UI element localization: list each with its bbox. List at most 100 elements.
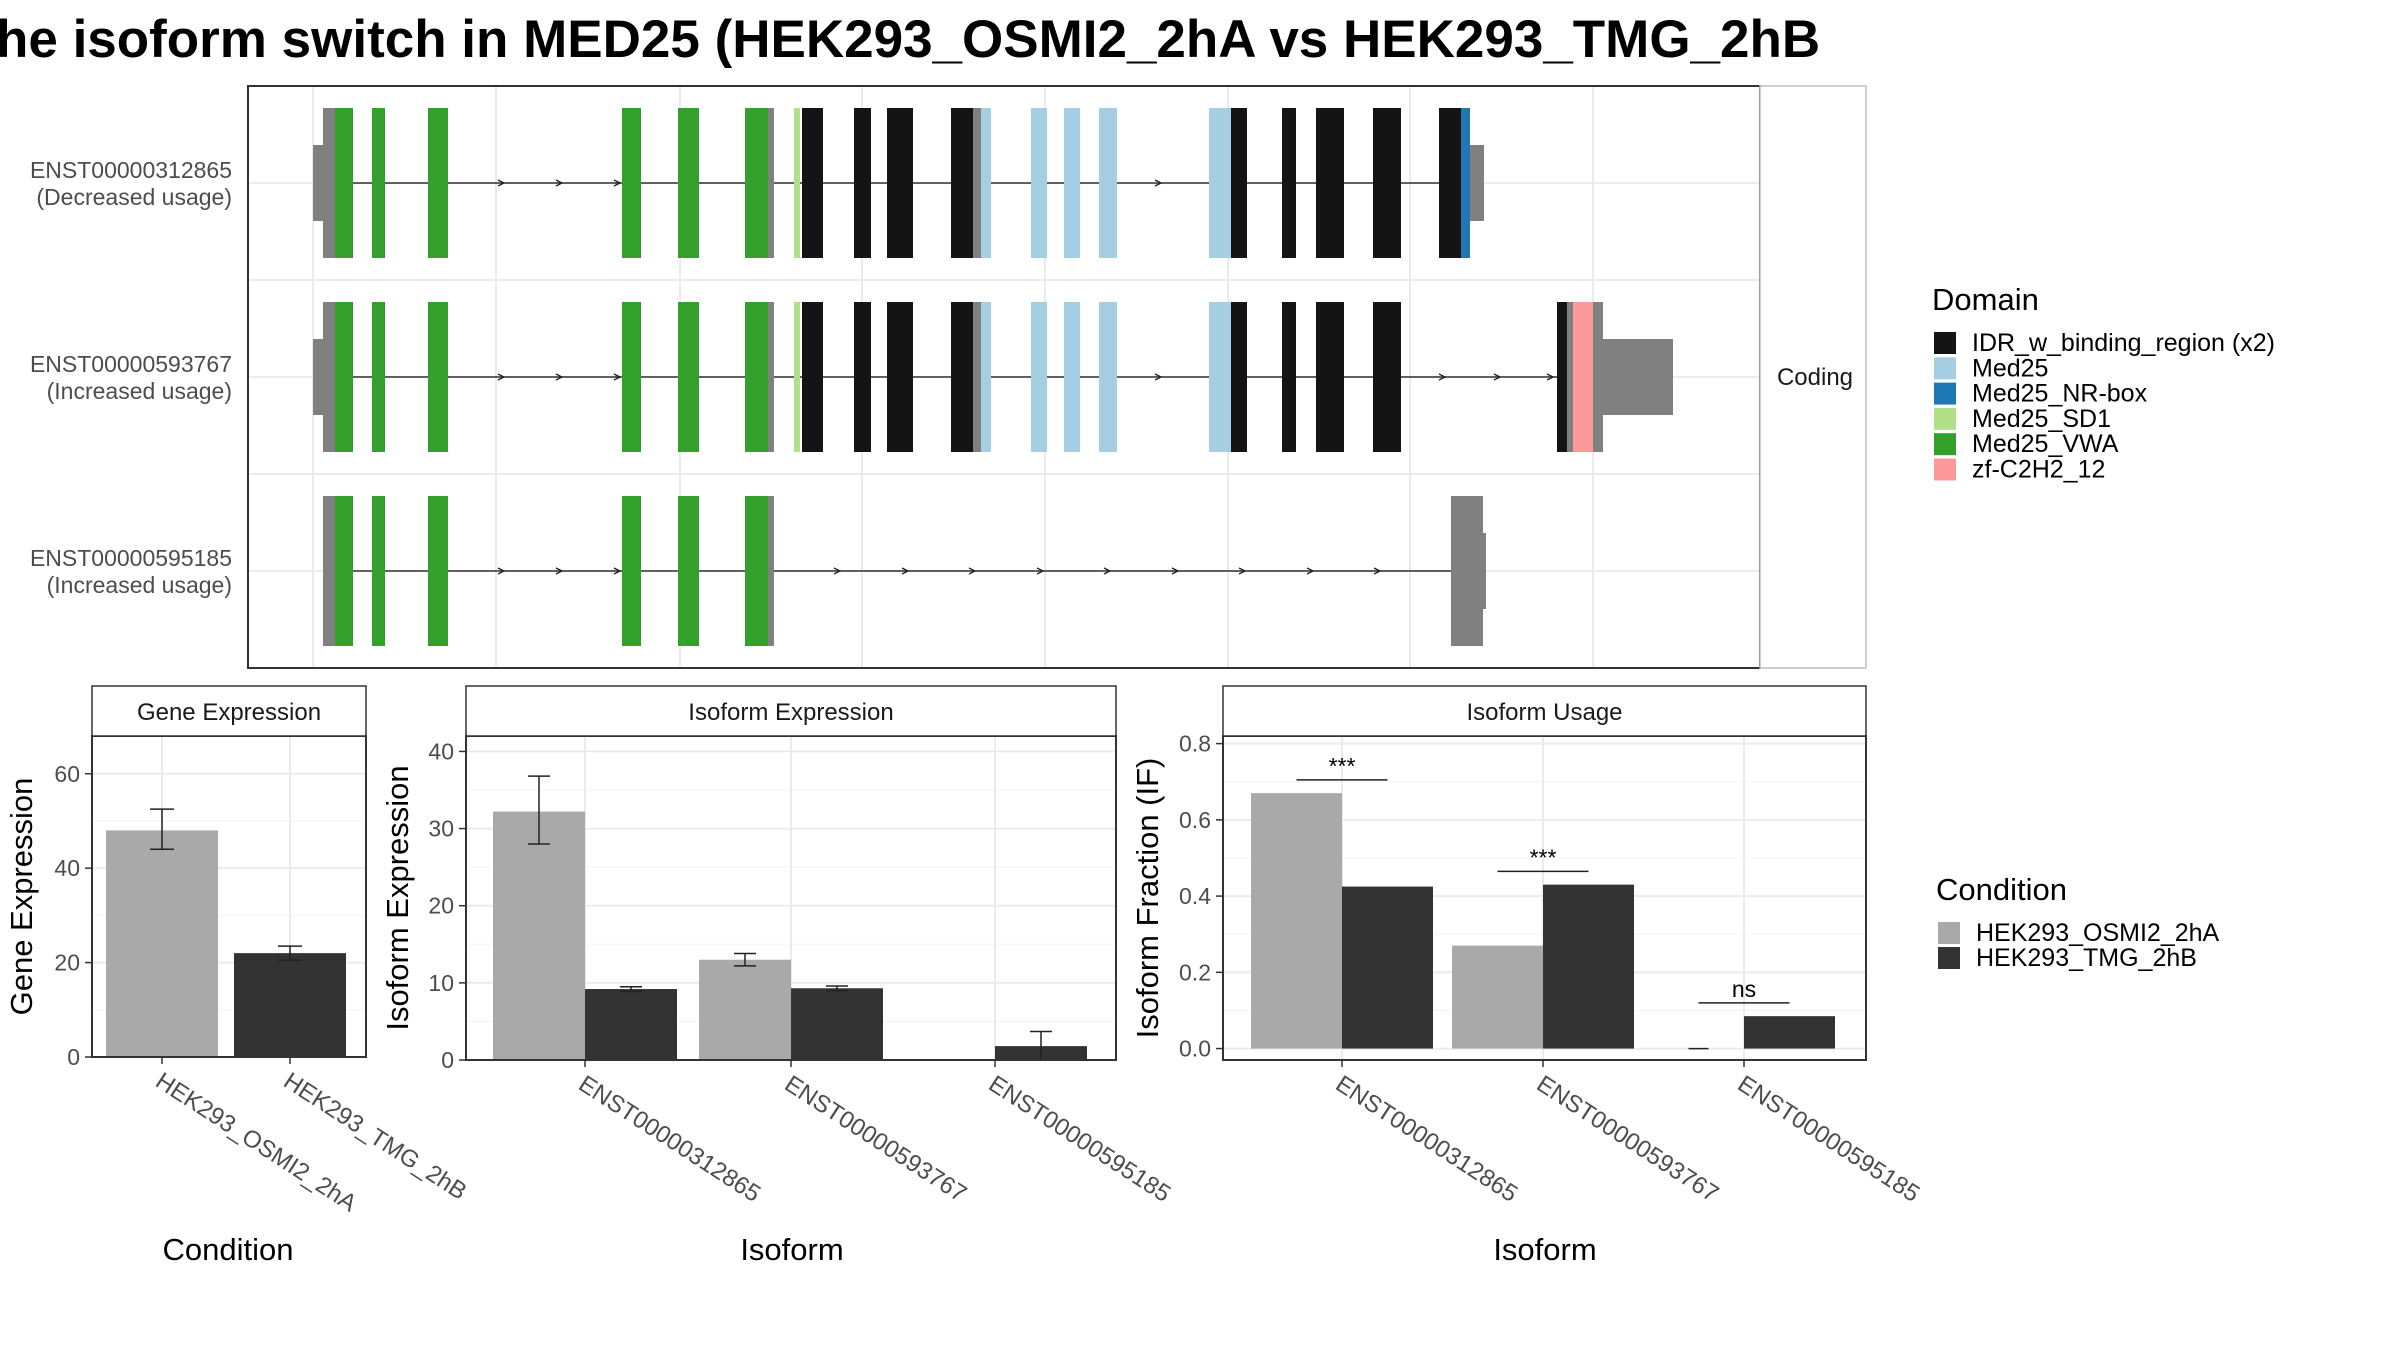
y-tick-label: 40 <box>54 855 80 881</box>
y-tick-label: 0.0 <box>1179 1036 1211 1062</box>
intron-arrow <box>497 567 506 575</box>
x-tick-label: ENST00000593767 <box>780 1070 972 1207</box>
exon-block <box>1209 108 1231 258</box>
isoform-usage-label: (Increased usage) <box>47 572 232 598</box>
isoform-usage-label: (Increased usage) <box>47 378 232 404</box>
strip <box>91 685 367 737</box>
legend-label: Med25_NR-box <box>1972 380 2148 408</box>
exon-block <box>335 302 353 452</box>
exon-block <box>768 302 774 452</box>
structure-strip <box>1759 85 1867 669</box>
exon-block <box>1451 496 1483 646</box>
y-axis-title: Isoform Expression <box>380 765 415 1030</box>
intron-arrow <box>497 373 506 381</box>
bar <box>493 811 585 1060</box>
y-tick-label: 60 <box>54 761 80 787</box>
exon-block <box>802 108 823 258</box>
chart-title: Isoform Usage <box>1466 699 1622 726</box>
legend-key <box>1934 357 1956 380</box>
exon-block <box>313 145 323 221</box>
exon-block <box>372 496 385 646</box>
significance-label: *** <box>1329 753 1356 779</box>
exon-block <box>981 302 991 452</box>
exon-block <box>622 496 641 646</box>
strip <box>465 685 1117 737</box>
y-tick-label: 0 <box>67 1044 80 1070</box>
exon-block <box>1316 108 1344 258</box>
intron-arrow <box>1546 373 1555 381</box>
legend-key <box>1938 947 1960 969</box>
y-tick-label: 0.8 <box>1179 731 1211 757</box>
bar <box>106 830 218 1057</box>
exon-block <box>981 108 991 258</box>
legend-title: Condition <box>1936 872 2067 907</box>
exon-block <box>794 302 800 452</box>
legend-key <box>1934 332 1956 354</box>
exon-block <box>794 108 800 258</box>
x-axis-title: Condition <box>163 1232 294 1267</box>
intron-arrow <box>1036 567 1045 575</box>
exon-block <box>887 108 913 258</box>
exon-block <box>1603 339 1673 415</box>
y-tick-label: 0.2 <box>1179 959 1211 985</box>
legend-label: HEK293_TMG_2hB <box>1976 944 2197 972</box>
exon-block <box>1573 302 1593 452</box>
exon-block <box>1316 302 1344 452</box>
intron-arrow <box>555 179 564 187</box>
y-axis-title: Isoform Fraction (IF) <box>1130 758 1165 1039</box>
y-tick-label: 10 <box>428 970 454 996</box>
exon-block <box>973 302 981 452</box>
exon-block <box>1099 302 1117 452</box>
significance-label: ns <box>1732 976 1756 1002</box>
exon-block <box>1064 302 1080 452</box>
bar <box>1543 884 1634 1049</box>
exon-block <box>1567 302 1573 452</box>
intron-arrow <box>1493 373 1502 381</box>
x-tick-label: ENST00000595185 <box>1733 1070 1925 1207</box>
exon-block <box>1282 302 1296 452</box>
strip <box>1222 685 1867 737</box>
bar <box>1251 793 1342 1049</box>
intron-arrow <box>833 567 842 575</box>
intron-arrow <box>555 373 564 381</box>
exon-block <box>1231 108 1247 258</box>
exon-block <box>973 108 981 258</box>
exon-block <box>678 496 699 646</box>
intron-arrow <box>555 567 564 575</box>
legend-key <box>1934 382 1956 405</box>
exon-block <box>1373 108 1401 258</box>
bar <box>1452 945 1543 1049</box>
chart-title: Isoform Expression <box>688 699 893 726</box>
x-tick-label: ENST00000593767 <box>1532 1070 1724 1207</box>
y-tick-label: 0.6 <box>1179 807 1211 833</box>
exon-block <box>951 302 973 452</box>
isoform-usage-chart: *** *** ns Isoform Usage 0.0 0.2 0.4 0.6 0.8 ENST… <box>1130 685 1925 1267</box>
intron-arrow <box>613 567 622 575</box>
x-tick-label: ENST00000312865 <box>1331 1070 1523 1207</box>
exon-block <box>1231 302 1247 452</box>
y-tick-label: 40 <box>428 738 454 764</box>
y-tick-label: 20 <box>428 893 454 919</box>
exon-block <box>1209 302 1231 452</box>
exon-block <box>745 496 768 646</box>
x-axis-title: Isoform <box>740 1232 843 1267</box>
intron-arrow <box>613 373 622 381</box>
exon-block <box>678 302 699 452</box>
exon-block <box>1483 533 1486 609</box>
exon-block <box>1099 108 1117 258</box>
exon-block <box>1064 108 1080 258</box>
exon-block <box>323 496 335 646</box>
isoform-usage-label: (Decreased usage) <box>36 184 232 210</box>
exon-block <box>313 339 323 415</box>
legend-label: zf-C2H2_12 <box>1972 456 2105 484</box>
exon-block <box>802 302 823 452</box>
exon-block <box>622 108 641 258</box>
exon-block <box>745 108 768 258</box>
intron-arrow <box>901 567 910 575</box>
exon-block <box>1031 302 1047 452</box>
isoform-label: ENST00000593767 <box>30 351 232 377</box>
exon-block <box>768 496 774 646</box>
exon-block <box>887 302 913 452</box>
